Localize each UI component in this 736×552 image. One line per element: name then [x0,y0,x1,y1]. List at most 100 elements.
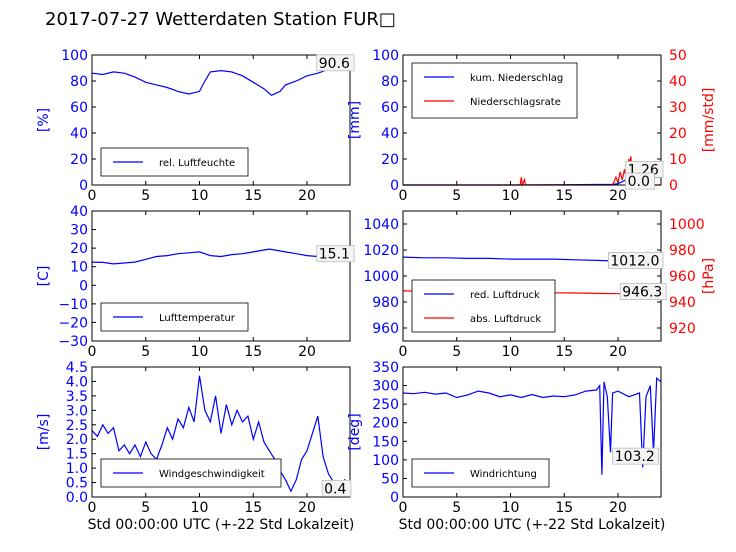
bottom-right-x-tick-label: 10 [502,500,520,516]
bottom-right-x-tick-label: 20 [609,500,627,516]
middle-right-legend [411,279,556,333]
top-left-x-tick-label: 10 [191,188,209,204]
bottom-right-plot-frame [402,366,662,498]
top-right-y-axis-label: [mm] [347,101,363,139]
middle-right-y2-tick-label: 980 [669,243,696,259]
bottom-left-x-tick-label: 15 [244,500,262,516]
bottom-right-y-tick-label: 300 [372,379,399,395]
top-right-annotation-label: 0.0 [628,174,650,190]
bottom-left-y-tick-label: 2.0 [66,432,88,448]
middle-right-y-tick-label: 1000 [363,269,399,285]
top-left-y-tick-label: 80 [70,74,88,90]
top-right-plot-frame [402,54,662,186]
top-left-plot-frame [91,54,351,186]
middle-right-x-tick-label: 15 [555,344,573,360]
bottom-right-y-tick-label: 50 [381,471,399,487]
bottom-left-y-tick-label: 1.5 [66,447,88,463]
top-left-x-tick-label: 0 [88,188,97,204]
bottom-right-x-tick-label: 5 [452,500,461,516]
top-right-y-tick-label: 80 [381,74,399,90]
middle-left-x-tick-label: 20 [298,344,316,360]
bottom-left-x-tick-label: 0 [88,500,97,516]
bottom-right-y-tick-label: 0 [390,490,399,506]
top-right-y2-tick-label: 10 [669,152,687,168]
top-left-annotation-box [316,54,355,72]
bottom-left-x-tick-label: 5 [141,500,150,516]
top-right-x-tick-label: 5 [452,188,461,204]
middle-left-annotation-box [316,245,355,263]
bottom-left-y-axis-label: [m/s] [36,414,52,451]
middle-right-y-tick-label: 960 [372,321,399,337]
bottom-left-annotation-box [321,479,352,497]
bottom-left-y-tick-label: 3.5 [66,389,88,405]
top-right-y2-tick-label: 30 [669,100,687,116]
top-right-x-tick-label: 10 [502,188,520,204]
middle-left-y-tick-label: 20 [70,241,88,257]
bottom-left-plot-frame [91,366,351,498]
bottom-right-y-tick-label: 100 [372,453,399,469]
bottom-right-annotation-box [612,447,660,465]
bottom-right-y-tick-label: 250 [372,397,399,413]
middle-left-y-tick-label: 10 [70,260,88,276]
bottom-right-annotation-label: 103.2 [615,449,655,465]
top-right-series-line-1 [403,156,661,188]
top-right-x-tick-label: 20 [609,188,627,204]
middle-right-y2-tick-label: 1000 [669,217,705,233]
top-left-y-tick-label: 0 [79,178,88,194]
bottom-left-y-tick-label: 4.0 [66,374,88,390]
middle-left-y-tick-label: −30 [58,334,88,350]
bottom-right-y-tick-label: 200 [372,416,399,432]
bottom-right-x-axis-label: Std 00:00:00 UTC (+-22 Std Lokalzeit) [399,517,666,533]
bottom-left-annotation-label: 0.4 [324,481,346,497]
top-right-y-tick-label: 100 [372,48,399,64]
figure-title: 2017-07-27 Wetterdaten Station FUR□ [45,9,396,30]
top-right-x-tick-label: 15 [555,188,573,204]
middle-right-y-tick-label: 1020 [363,243,399,259]
middle-right-annotation-label: 946.3 [622,285,662,301]
top-right-y2-axis-label: [mm/std] [701,88,717,153]
top-right-annotation-box [625,172,655,190]
middle-left-y-tick-label: 40 [70,204,88,220]
top-left-annotation-label: 90.6 [319,56,350,72]
bottom-left-legend-label-0: Windgeschwindigkeit [159,469,265,480]
bottom-right-series-line-0 [402,376,662,475]
top-left-series-line-0 [91,66,351,97]
middle-right-y2-tick-label: 940 [669,295,696,311]
bottom-left-x-axis-label: Std 00:00:00 UTC (+-22 Std Lokalzeit) [88,517,355,533]
middle-left-y-tick-label: 30 [70,223,88,239]
middle-left-plot-frame [91,210,351,342]
middle-right-y2-axis-label: [hPa] [701,258,717,294]
top-left-x-tick-label: 20 [298,188,316,204]
bottom-right-y-tick-label: 150 [372,434,399,450]
top-right-legend-label-1: Niederschlagsrate [470,97,561,108]
top-left-y-tick-label: 60 [70,100,88,116]
middle-left-x-tick-label: 5 [141,344,150,360]
middle-right-y2-tick-label: 920 [669,321,696,337]
bottom-left-y-tick-label: 2.5 [66,418,88,434]
middle-right-x-tick-label: 5 [452,344,461,360]
bottom-right-y-tick-label: 350 [372,360,399,376]
top-left-y-tick-label: 40 [70,126,88,142]
top-right-y-tick-label: 40 [381,126,399,142]
top-left-legend-label-0: rel. Luftfeuchte [159,158,235,169]
top-right-x-tick-label: 0 [399,188,408,204]
bottom-left-y-tick-label: 1.0 [66,461,88,477]
middle-left-x-tick-label: 15 [244,344,262,360]
middle-left-series-line-0 [91,248,351,265]
top-right-y2-tick-label: 50 [669,48,687,64]
bottom-left-series-line-0 [91,375,351,493]
bottom-right-y-axis-label: [deg] [347,413,363,450]
bottom-right-x-tick-label: 15 [555,500,573,516]
middle-left-annotation-label: 15.1 [319,247,350,263]
middle-left-x-tick-label: 10 [191,344,209,360]
middle-right-y-tick-label: 980 [372,295,399,311]
bottom-left-x-tick-label: 10 [191,500,209,516]
bottom-left-y-tick-label: 3.0 [66,403,88,419]
top-left-y-tick-label: 100 [61,48,88,64]
middle-right-legend-label-1: abs. Luftdruck [470,314,541,325]
top-right-legend [411,62,578,119]
top-right-y2-tick-label: 20 [669,126,687,142]
middle-left-y-axis-label: [C] [36,266,52,287]
top-left-y-tick-label: 20 [70,152,88,168]
